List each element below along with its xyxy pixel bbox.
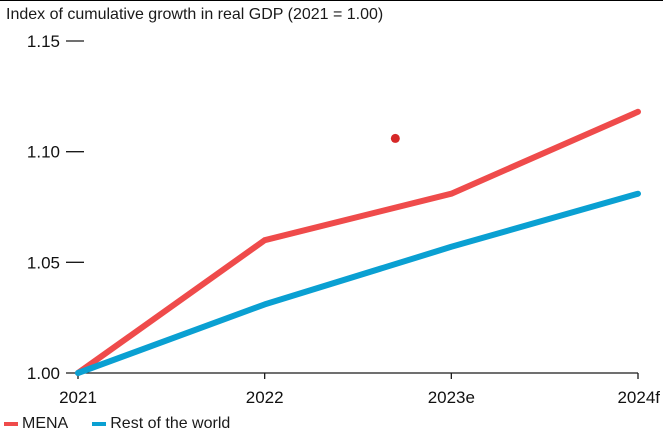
chart-title: Index of cumulative growth in real GDP (…	[6, 6, 384, 23]
xtick-label-2023e: 2023e	[428, 388, 475, 407]
chart-plot: 1.00 1.05 1.10 1.15 2021 2022 2023e 2024f	[27, 32, 660, 407]
ytick-label-1-15: 1.15	[27, 32, 60, 51]
legend-label-mena: MENA	[22, 415, 69, 432]
annotation-dot-0	[390, 133, 400, 143]
series-point-mena-2023e	[449, 192, 453, 196]
axes: 1.00 1.05 1.10 1.15 2021 2022 2023e 2024f	[27, 32, 660, 407]
series-point-mena-2024f	[636, 110, 640, 114]
series-line-rest-of-the-world	[75, 190, 641, 376]
legend: MENA Rest of the world	[4, 413, 254, 435]
series-point-rest-of-the-world-2023e	[449, 245, 453, 249]
series-point-mena-2022	[263, 238, 267, 242]
ytick-label-1-10: 1.10	[27, 143, 60, 162]
legend-swatch-mena	[4, 422, 18, 426]
legend-label-rest-of-world: Rest of the world	[110, 415, 231, 432]
series-point-rest-of-the-world-2021	[76, 371, 80, 375]
legend-item-rest-of-world: Rest of the world	[92, 415, 230, 433]
ytick-label-1-00: 1.00	[27, 364, 60, 383]
series-line-mena	[75, 108, 641, 376]
top-rule	[0, 0, 663, 1]
annotations	[390, 133, 400, 143]
xtick-label-2022: 2022	[246, 388, 284, 407]
series-point-rest-of-the-world-2022	[263, 302, 267, 306]
ytick-label-1-05: 1.05	[27, 253, 60, 272]
xtick-label-2021: 2021	[59, 388, 97, 407]
legend-item-mena: MENA	[4, 415, 68, 433]
series-group	[75, 108, 641, 376]
legend-swatch-rest-of-world	[92, 422, 107, 426]
xtick-label-2024f: 2024f	[617, 388, 660, 407]
series-point-rest-of-the-world-2024f	[636, 192, 640, 196]
